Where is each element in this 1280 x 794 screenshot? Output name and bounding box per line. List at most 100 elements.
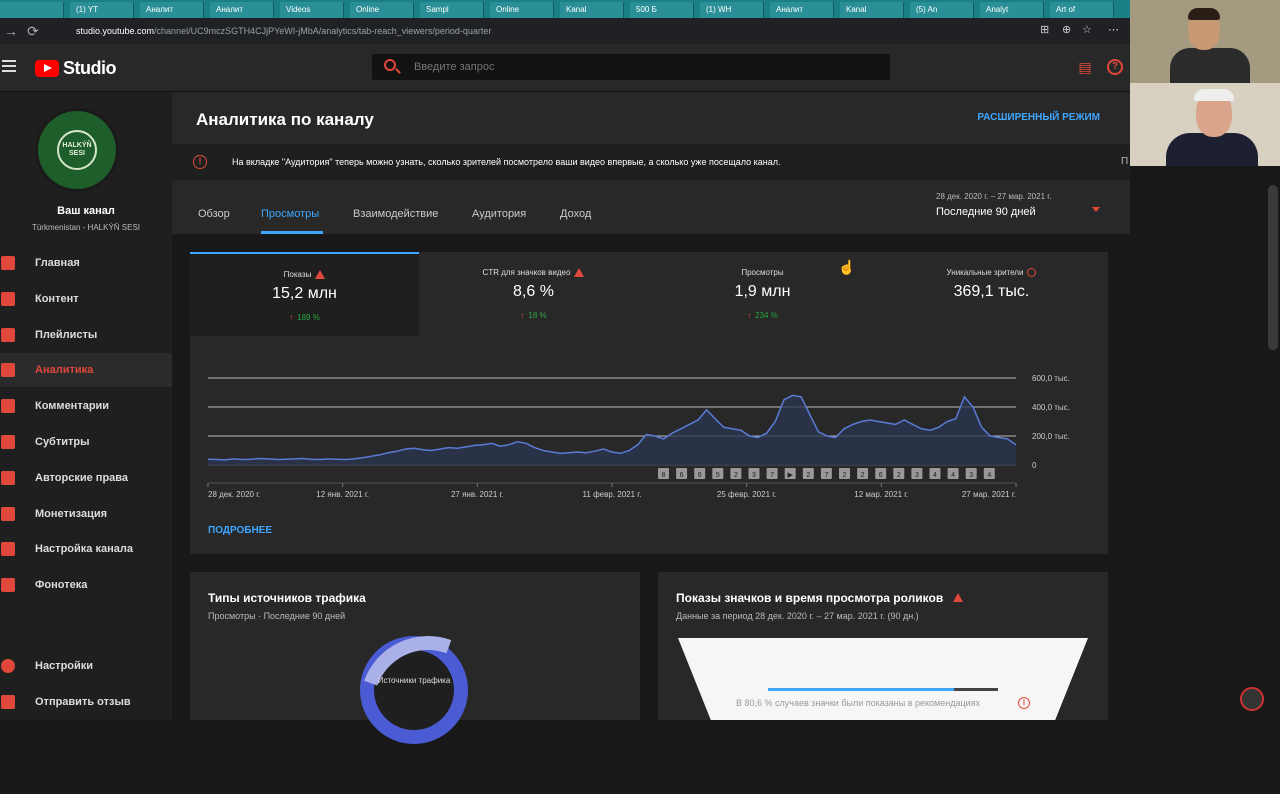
x-tick-label: 11 февр. 2021 г. xyxy=(583,490,642,499)
event-marker xyxy=(784,468,796,479)
advanced-mode-button[interactable]: РАСШИРЕННЫЙ РЕЖИМ xyxy=(977,112,1100,123)
metric-ctr[interactable]: CTR для значков видео 8,6 % ↑ 18 % xyxy=(419,252,648,336)
tab-revenue[interactable]: Доход xyxy=(560,208,592,220)
metric-unique-viewers[interactable]: Уникальные зрители 369,1 тыс. xyxy=(877,252,1106,336)
chevron-down-icon[interactable] xyxy=(1092,207,1100,212)
browser-tab[interactable]: (1) WH xyxy=(700,2,764,18)
sidebar-item-label: Авторские права xyxy=(35,471,129,484)
period-selector[interactable]: 28 дек. 2020 г. – 27 мар. 2021 г. Послед… xyxy=(936,192,1051,218)
sidebar-item-playlist[interactable]: Плейлисты xyxy=(0,318,172,352)
browser-tab[interactable]: (5) An xyxy=(910,2,974,18)
sidebar-item-analytics[interactable]: Аналитика xyxy=(0,353,172,388)
event-marker xyxy=(730,468,742,479)
sidebar-item-dollar[interactable]: Монетизация xyxy=(0,497,172,531)
warning-icon xyxy=(315,270,326,279)
event-marker-label: 3 xyxy=(969,472,973,479)
reload-icon[interactable]: ⟳ xyxy=(27,22,39,39)
channel-avatar[interactable]: HALKÝŇ SESI xyxy=(35,108,119,192)
sidebar-item-settings[interactable]: Настройки xyxy=(0,649,172,683)
metric-value: 369,1 тыс. xyxy=(953,283,1030,300)
event-marker xyxy=(839,468,850,479)
event-marker-label: 5 xyxy=(716,472,720,479)
studio-header: Studio Введите запрос ▤ ? xyxy=(0,44,1130,92)
channel-logo-emblem: HALKÝŇ SESI xyxy=(57,130,97,170)
sidebar-item-feedback[interactable]: Отправить отзыв xyxy=(0,685,172,719)
sidebar-item-label: Субтитры xyxy=(35,436,90,448)
arrow-up-icon: ↑ xyxy=(289,313,294,322)
copyright-icon xyxy=(1,470,15,485)
browser-tab[interactable]: Sampl xyxy=(420,2,484,18)
page-header: Аналитика по каналу РАСШИРЕННЫЙ РЕЖИМ xyxy=(172,92,1130,144)
impressions-funnel-card: Показы значков и время просмотра роликов… xyxy=(658,572,1108,720)
browser-tab[interactable]: Art of xyxy=(1050,2,1114,18)
browser-tab[interactable]: Online xyxy=(350,2,414,18)
browser-tab[interactable]: 500 Б xyxy=(630,2,694,18)
sidebar-item-content[interactable]: Контент xyxy=(0,282,172,316)
sidebar-item-audio-library[interactable]: Фонотека xyxy=(0,568,172,602)
sidebar-item-customize[interactable]: Настройка канала xyxy=(0,532,172,566)
bookmark-star-icon[interactable]: ☆ xyxy=(1082,24,1092,36)
scrollbar[interactable] xyxy=(1268,185,1278,350)
funnel-bar xyxy=(954,688,998,691)
tab-overview[interactable]: Обзор xyxy=(198,208,230,220)
event-marker-label: 2 xyxy=(843,472,847,479)
sidebar-item-dashboard[interactable]: Главная xyxy=(0,246,172,280)
zoom-icon[interactable]: ⊕ xyxy=(1062,24,1072,36)
metric-views[interactable]: Просмотры 1,9 млн ↑ 234 % xyxy=(648,252,877,336)
help-icon[interactable]: ? xyxy=(1107,59,1123,75)
browser-tab[interactable]: Videos xyxy=(280,2,344,18)
url-field[interactable]: studio.youtube.com/channel/UC9mczSGTH4CJ… xyxy=(56,21,1026,41)
warning-icon xyxy=(574,268,585,277)
search-box[interactable]: Введите запрос xyxy=(372,54,890,80)
extension-icon[interactable]: ⋯ xyxy=(1108,24,1119,36)
event-marker-label: 2 xyxy=(734,472,738,479)
main-content: Аналитика по каналу РАСШИРЕННЫЙ РЕЖИМ ! … xyxy=(172,92,1130,744)
browser-tab[interactable]: Аналит xyxy=(140,2,204,18)
mouse-cursor-icon: ☝ xyxy=(838,259,856,275)
metric-label: Просмотры xyxy=(741,268,784,277)
camera-off-icon[interactable] xyxy=(1240,687,1264,711)
event-marker xyxy=(676,468,688,479)
event-marker xyxy=(893,468,905,479)
tab-reach[interactable]: Просмотры xyxy=(261,208,320,220)
sidebar-item-subtitles[interactable]: Субтитры xyxy=(0,425,172,459)
metric-label: Показы xyxy=(283,270,312,279)
metric-value: 15,2 млн xyxy=(272,285,337,302)
sidebar-item-copyright[interactable]: Авторские права xyxy=(0,461,172,495)
browser-tab[interactable]: Analyt xyxy=(980,2,1044,18)
event-marker xyxy=(983,468,995,479)
sidebar-item-label: Монетизация xyxy=(35,507,108,520)
browser-tab[interactable]: Аналит xyxy=(210,2,274,18)
metric-label: Уникальные зрители xyxy=(946,268,1024,277)
sidebar-item-comments[interactable]: Комментарии xyxy=(0,389,172,423)
browser-tab[interactable] xyxy=(0,2,64,18)
menu-icon[interactable] xyxy=(2,60,16,72)
forward-icon[interactable]: → xyxy=(4,23,18,39)
traffic-donut-chart[interactable]: Источники трафика xyxy=(360,636,468,744)
browser-tab[interactable]: Kanal xyxy=(840,2,904,18)
tab-engagement[interactable]: Взаимодействие xyxy=(353,208,439,220)
info-icon[interactable]: i xyxy=(1018,697,1030,709)
event-marker xyxy=(820,468,832,479)
address-bar: → ⟳ studio.youtube.com/channel/UC9mczSGT… xyxy=(0,18,1130,44)
feedback-icon[interactable]: ▤ xyxy=(1078,59,1092,75)
metric-delta: 189 % xyxy=(297,313,320,322)
browser-tab[interactable]: Аналит xyxy=(770,2,834,18)
browser-tab[interactable]: Online xyxy=(490,2,554,18)
info-alert-icon: ! xyxy=(193,155,207,169)
more-link[interactable]: ПОДРОБНЕЕ xyxy=(208,525,273,536)
sidebar-item-label: Отправить отзыв xyxy=(35,696,131,708)
tab-audience[interactable]: Аудитория xyxy=(472,208,527,220)
browser-tab[interactable]: (1) YT xyxy=(70,2,134,18)
metric-impressions[interactable]: Показы 15,2 млн ↑ 189 % xyxy=(190,252,419,336)
translate-icon[interactable]: ⊞ xyxy=(1040,24,1050,36)
donut-center-label: Источники трафика xyxy=(377,676,451,685)
event-marker-label: 2 xyxy=(806,472,810,479)
studio-logo[interactable]: Studio xyxy=(35,58,117,79)
y-tick-label: 200,0 тыс. xyxy=(1032,432,1070,441)
sidebar-item-label: Главная xyxy=(35,257,80,269)
browser-tab[interactable]: Kanal xyxy=(560,2,624,18)
x-tick-label: 12 мар. 2021 г. xyxy=(854,490,908,499)
search-input[interactable]: Введите запрос xyxy=(414,61,495,73)
x-tick-label: 12 янв. 2021 г. xyxy=(316,490,369,499)
